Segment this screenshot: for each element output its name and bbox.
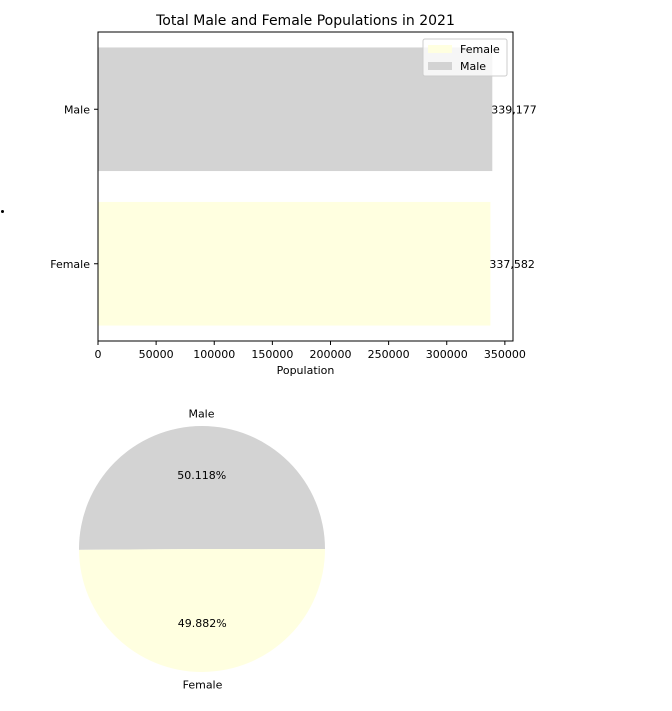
y-tick-label-male: Male: [64, 103, 90, 116]
bar-chart: Total Male and Female Populations in 202…: [0, 0, 672, 390]
x-tick-label: 50000: [139, 348, 174, 361]
pie-chart: Male 50.118% Female 49.882%: [0, 400, 400, 700]
x-tick-label: 250000: [368, 348, 410, 361]
x-axis-label: Population: [277, 364, 335, 377]
bar-value-label-female: 337,582: [489, 258, 535, 271]
bars-layer: 337,582 339,177: [98, 47, 537, 325]
bar-value-label-male: 339,177: [491, 103, 537, 116]
pie-slices-layer: Male 50.118% Female 49.882%: [79, 408, 325, 692]
x-tick-label: 100000: [193, 348, 235, 361]
legend-label-female: Female: [460, 43, 500, 56]
legend-label-male: Male: [460, 60, 486, 73]
x-tick-label: 150000: [251, 348, 293, 361]
pie-slice-male: [79, 426, 325, 550]
y-tick-label-female: Female: [50, 258, 90, 271]
legend-swatch-male: [428, 62, 452, 70]
pie-label-female: Female: [183, 678, 223, 691]
x-tick-label: 200000: [309, 348, 351, 361]
bar-chart-title: Total Male and Female Populations in 202…: [155, 13, 455, 29]
pie-slice-female: [79, 549, 325, 672]
pie-pct-label-female: 49.882%: [178, 617, 227, 630]
bar-female: [98, 202, 490, 326]
x-tick-label: 300000: [426, 348, 468, 361]
x-tick-label: 0: [95, 348, 102, 361]
pie-pct-label-male: 50.118%: [177, 469, 226, 482]
legend: Female Male: [423, 39, 507, 76]
pie-label-male: Male: [188, 408, 214, 421]
legend-swatch-female: [428, 45, 452, 53]
x-tick-label: 350000: [484, 348, 526, 361]
